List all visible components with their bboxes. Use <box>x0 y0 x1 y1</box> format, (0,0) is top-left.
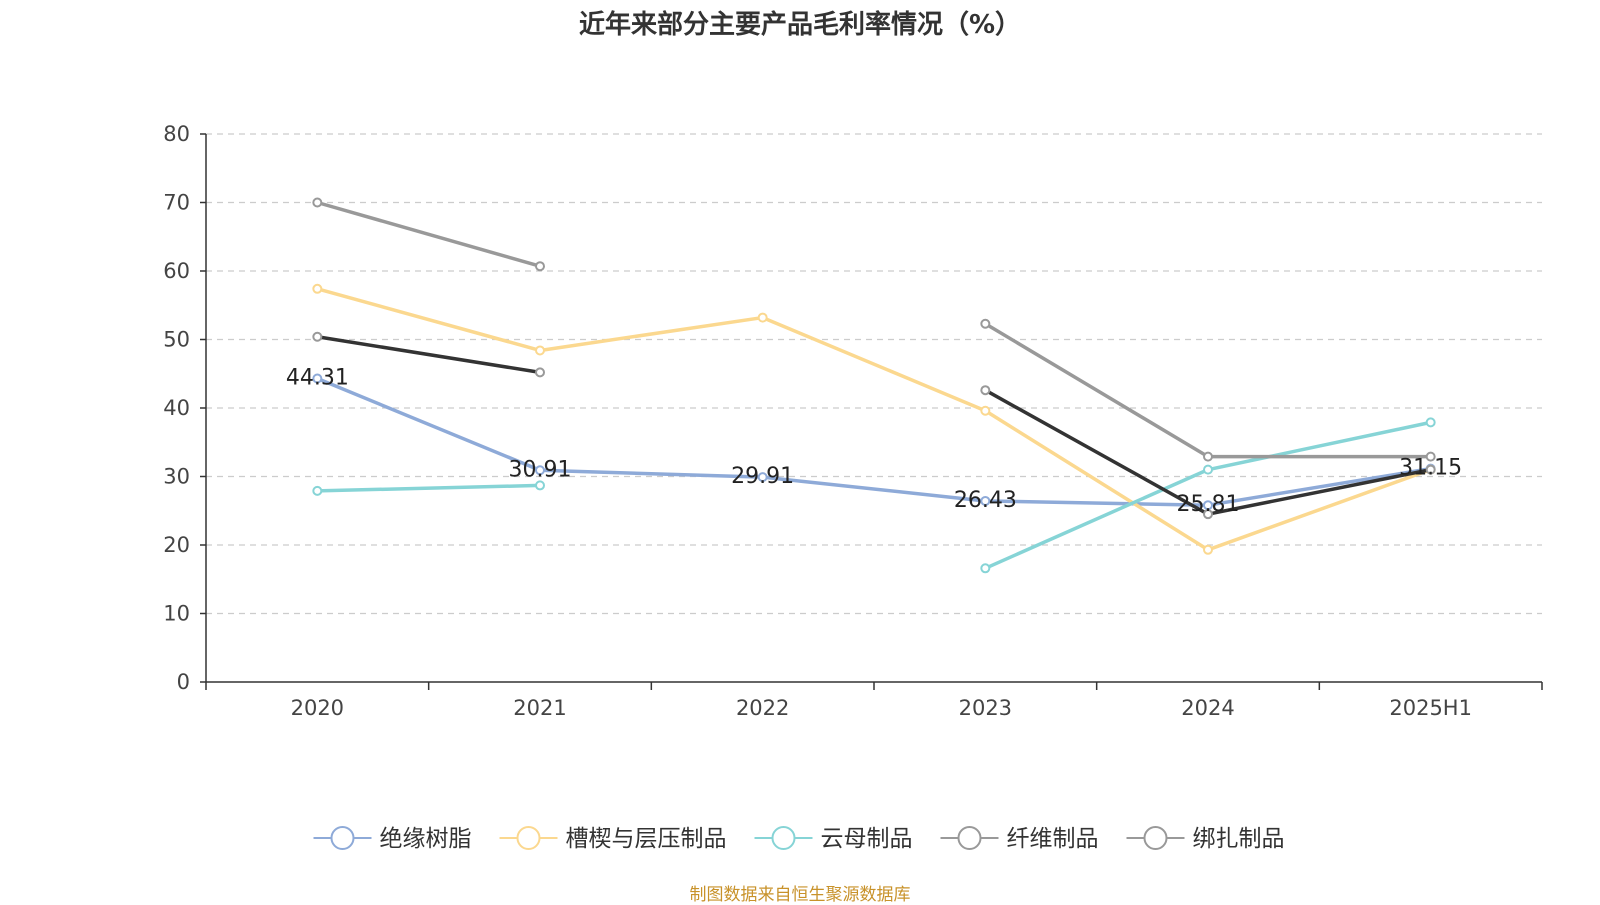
series-line <box>317 335 541 375</box>
legend-label: 纤维制品 <box>1007 826 1099 852</box>
y-tick-label: 70 <box>163 191 190 215</box>
data-point <box>535 261 545 272</box>
data-point <box>312 485 323 496</box>
data-point <box>1203 464 1213 475</box>
data-point <box>535 367 545 378</box>
legend-item: 纤维制品 <box>940 826 1099 852</box>
y-tick-label: 60 <box>163 259 190 283</box>
legend-marker <box>771 826 796 850</box>
series-line <box>316 200 541 268</box>
legend-item: 槽楔与层压制品 <box>499 826 727 852</box>
data-point <box>535 345 545 356</box>
data-point <box>312 197 323 208</box>
legend-marker <box>330 826 355 850</box>
x-tick-label: 2022 <box>736 696 789 720</box>
data-point <box>980 495 991 506</box>
axes: 0 10 20 30 40 50 60 70 80 2020 2021 2022 2023 2024 202… <box>163 122 1543 720</box>
data-point <box>1203 509 1213 520</box>
data-point <box>312 331 323 342</box>
y-tick-label: 0 <box>177 670 190 694</box>
series-line <box>317 483 541 493</box>
data-point <box>980 385 991 396</box>
series-4 <box>312 197 1436 462</box>
legend-marker <box>1143 826 1168 850</box>
data-point <box>312 373 323 384</box>
legend-label: 绑扎制品 <box>1193 826 1285 852</box>
data-point <box>312 283 323 294</box>
legend-item: 绝缘树脂 <box>313 826 472 852</box>
data-label: 31.15 <box>1399 456 1462 481</box>
legend-item: 绑扎制品 <box>1126 826 1285 852</box>
legend-item: 云母制品 <box>754 826 913 852</box>
data-point <box>980 563 991 574</box>
y-tick-label: 10 <box>163 602 190 626</box>
series-5 <box>312 331 1436 520</box>
data-point <box>1203 544 1213 555</box>
legend-label: 槽楔与层压制品 <box>566 826 727 852</box>
data-point <box>980 405 991 416</box>
data-point <box>1203 451 1213 462</box>
data-point <box>1425 464 1436 475</box>
series-line <box>316 376 1431 507</box>
series-1 <box>312 373 1436 511</box>
x-tick-label: 2023 <box>959 696 1012 720</box>
data-point <box>1425 417 1436 428</box>
x-tick-label: 2024 <box>1181 696 1234 720</box>
legend-marker <box>957 826 982 850</box>
x-tick-label: 2021 <box>513 696 566 720</box>
x-tick-label: 2025H1 <box>1389 696 1472 720</box>
data-label: 30.91 <box>509 457 572 482</box>
legend-label: 云母制品 <box>821 826 913 852</box>
legend: 绝缘树脂 槽楔与层压制品 云母制品 纤维制品 绑扎制品 <box>313 826 1285 852</box>
data-point <box>535 465 545 476</box>
y-tick-label: 50 <box>163 328 190 352</box>
legend-label: 绝缘树脂 <box>380 826 472 852</box>
y-tick-label: 80 <box>163 122 190 146</box>
y-tick-label: 20 <box>163 533 190 557</box>
series-3 <box>312 417 1436 574</box>
chart-title: 近年来部分主要产品毛利率情况（%） <box>578 10 1022 40</box>
data-label: 26.43 <box>954 488 1017 513</box>
series-lines <box>312 197 1436 574</box>
data-point <box>757 472 768 483</box>
data-labels: 44.31 30.91 29.91 26.43 25.81 31.15 <box>286 365 1462 517</box>
data-label: 44.31 <box>286 365 349 390</box>
legend-marker <box>516 826 541 850</box>
data-label: 29.91 <box>731 464 794 489</box>
data-point <box>980 318 991 329</box>
x-tick-label: 2020 <box>291 696 344 720</box>
data-point <box>757 312 768 323</box>
y-tick-label: 40 <box>163 396 190 420</box>
y-tick-label: 30 <box>163 465 190 489</box>
series-2 <box>312 283 1436 555</box>
source-note: 制图数据来自恒生聚源数据库 <box>689 885 911 905</box>
data-point <box>535 480 545 491</box>
data-label: 25.81 <box>1177 492 1240 517</box>
grid-lines <box>206 133 1542 615</box>
series-line <box>316 287 1432 552</box>
data-point <box>1425 451 1436 462</box>
